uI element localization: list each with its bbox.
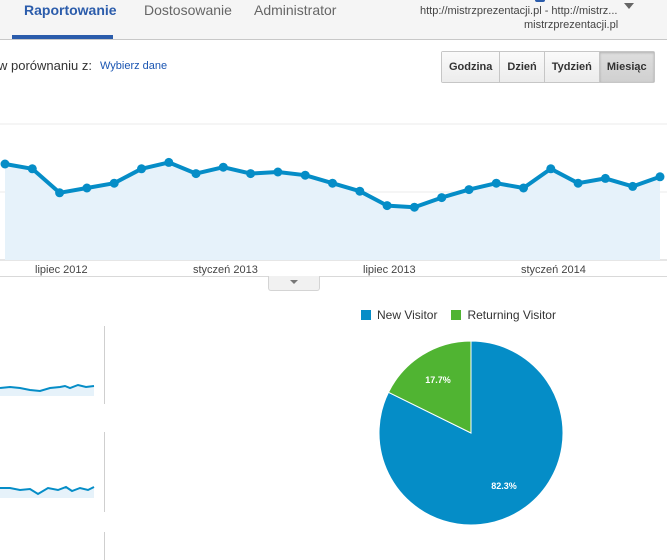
data-point[interactable] [437, 193, 447, 203]
legend-item-returning-visitor[interactable]: Returning Visitor [451, 308, 556, 322]
legend-swatch [361, 310, 371, 320]
legend-label: Returning Visitor [467, 308, 556, 322]
day-button[interactable]: Dzień [500, 52, 545, 82]
column-divider [104, 432, 105, 512]
compare-label: w porównaniu z: [0, 58, 92, 73]
account-icon [535, 0, 545, 2]
data-point[interactable] [409, 202, 419, 212]
collapse-chart-toggle[interactable] [268, 276, 320, 291]
data-point[interactable] [300, 170, 310, 180]
choose-metric-link[interactable]: Wybierz dane [100, 60, 168, 72]
legend-swatch [451, 310, 462, 320]
data-point[interactable] [628, 181, 638, 191]
data-point[interactable] [0, 159, 10, 169]
chevron-down-icon [290, 280, 298, 284]
account-selector[interactable]: http://mistrzprezentacji.pl - http://mis… [420, 4, 618, 32]
visits-line-chart [0, 123, 667, 261]
x-tick-label: styczeń 2013 [193, 264, 258, 276]
data-point[interactable] [573, 178, 583, 188]
sparkline-line [0, 383, 95, 393]
data-point[interactable] [55, 188, 65, 198]
pie-slice-label: 17.7% [425, 375, 451, 385]
data-point[interactable] [137, 164, 146, 174]
data-point[interactable] [273, 167, 283, 177]
legend-label: New Visitor [377, 308, 438, 322]
data-point[interactable] [519, 183, 528, 193]
legend-item-new-visitor[interactable]: New Visitor [361, 308, 437, 322]
data-point[interactable] [27, 164, 37, 174]
chevron-down-icon[interactable] [624, 3, 634, 9]
month-button[interactable]: Miesiąc [599, 52, 654, 82]
sparkline-line [0, 485, 95, 496]
pie-slice-label: 82.3% [491, 481, 517, 491]
data-point[interactable] [109, 178, 119, 188]
visitor-type-pie-chart: 82.3% 17.7% [378, 340, 564, 526]
sparkline-chart [0, 485, 95, 498]
week-button[interactable]: Tydzień [544, 52, 600, 82]
data-point[interactable] [382, 201, 392, 211]
active-tab-indicator [12, 35, 113, 39]
column-divider [104, 532, 105, 560]
sparkline-chart [0, 383, 95, 396]
data-point[interactable] [546, 164, 556, 174]
x-tick-label: styczeń 2014 [521, 264, 586, 276]
hour-button[interactable]: Godzina [442, 52, 501, 82]
data-point[interactable] [600, 173, 610, 183]
section-divider [0, 276, 667, 277]
tab-administrator[interactable]: Administrator [254, 2, 337, 18]
top-navigation: Raportowanie Dostosowanie Administrator … [0, 0, 667, 40]
area-fill [5, 162, 660, 260]
pie-legend: New Visitor Returning Visitor [361, 308, 570, 322]
account-profile: mistrzprezentacji.pl [524, 19, 619, 31]
data-point[interactable] [246, 169, 256, 179]
data-point[interactable] [655, 172, 665, 182]
sparkline-area [0, 385, 94, 396]
tab-raportowanie[interactable]: Raportowanie [24, 2, 117, 18]
data-point[interactable] [218, 162, 228, 172]
x-tick-label: lipiec 2013 [363, 264, 416, 276]
data-point[interactable] [491, 178, 501, 188]
tab-dostosowanie[interactable]: Dostosowanie [144, 2, 232, 18]
data-point[interactable] [464, 185, 474, 195]
data-point[interactable] [164, 157, 174, 167]
account-url: http://mistrzprezentacji.pl - http://mis… [420, 5, 618, 17]
pie-slice-returning-visitor[interactable] [387, 340, 472, 434]
x-tick-label: lipiec 2012 [35, 264, 88, 276]
granularity-selector: Godzina Dzień Tydzień Miesiąc [441, 51, 655, 83]
data-point[interactable] [355, 186, 365, 196]
data-point[interactable] [82, 183, 92, 193]
data-point[interactable] [328, 178, 337, 188]
data-point[interactable] [191, 169, 201, 179]
data-points [0, 157, 665, 212]
column-divider [104, 326, 105, 404]
